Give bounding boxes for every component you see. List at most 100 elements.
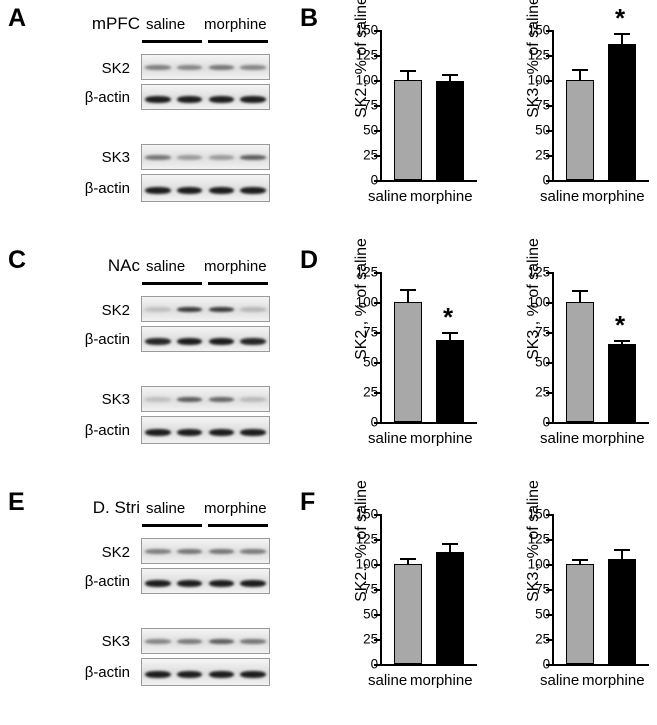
blot-band bbox=[176, 579, 203, 587]
x-axis-category-morphine: morphine bbox=[410, 188, 473, 205]
blot-band bbox=[176, 549, 203, 555]
y-axis-tick-label: 50 bbox=[363, 122, 379, 138]
blot-lane bbox=[174, 659, 206, 685]
blot-lane bbox=[206, 539, 238, 563]
y-axis-tick bbox=[374, 155, 380, 157]
y-axis-tick bbox=[546, 422, 552, 424]
error-bar bbox=[621, 341, 623, 344]
region-title-dorsal-striatum: D. Stri bbox=[92, 498, 140, 517]
blot-lane bbox=[174, 327, 206, 351]
blot-lane bbox=[174, 297, 206, 321]
bar-saline bbox=[394, 564, 422, 664]
y-axis-tick-label: 75 bbox=[535, 581, 551, 597]
panel-letter-c: C bbox=[8, 246, 27, 274]
y-axis-tick-label: 100 bbox=[355, 72, 379, 88]
blot-image-sk2 bbox=[141, 296, 270, 322]
y-axis-tick-label: 75 bbox=[363, 97, 379, 113]
blot-lane bbox=[174, 539, 206, 563]
blot-lane bbox=[174, 85, 206, 109]
y-axis-tick-label: 125 bbox=[355, 47, 379, 63]
y-axis-tick bbox=[546, 272, 552, 274]
blot-lane bbox=[237, 659, 269, 685]
blot-row-label-sk3: SK3 bbox=[101, 391, 130, 408]
condition-rule-morphine bbox=[208, 524, 268, 527]
blot-lane bbox=[142, 85, 174, 109]
y-axis-tick-label: 0 bbox=[542, 414, 551, 430]
x-axis bbox=[552, 664, 649, 666]
blot-band bbox=[208, 639, 235, 645]
blot-row-label-sk2: SK2 bbox=[101, 302, 130, 319]
y-axis-tick bbox=[374, 80, 380, 82]
y-axis-tick-label: 125 bbox=[527, 264, 551, 280]
blot-image-sk3 bbox=[141, 628, 270, 654]
error-bar-cap bbox=[442, 543, 458, 545]
y-axis-tick-label: 150 bbox=[527, 506, 551, 522]
significance-marker: * bbox=[443, 302, 454, 333]
y-axis-tick bbox=[546, 30, 552, 32]
blot-lane bbox=[206, 417, 238, 443]
chart-b-sk3: SK3., % of saline 0 25 50 75 100 125 150 saline m… bbox=[490, 0, 655, 232]
blot-row-label-actin-2: β-actin bbox=[84, 664, 130, 681]
y-axis-tick bbox=[546, 155, 552, 157]
error-bar-cap bbox=[400, 289, 416, 292]
blot-band bbox=[145, 428, 171, 436]
y-axis-tick bbox=[374, 332, 380, 334]
plot-area: 0 25 50 75 100 125 150 saline morphine * bbox=[528, 5, 649, 205]
blot-lane bbox=[174, 55, 206, 79]
chart-block-f: F SK2., % of saline 0 25 50 75 100 125 150 salin… bbox=[300, 480, 657, 725]
blot-lane bbox=[206, 175, 238, 201]
error-bar-cap bbox=[614, 339, 630, 342]
blot-band bbox=[208, 307, 235, 313]
error-bar bbox=[449, 334, 451, 341]
bar-morphine bbox=[608, 559, 636, 664]
blot-row-label-actin-2: β-actin bbox=[84, 180, 130, 197]
blot-band bbox=[208, 397, 235, 403]
bar-saline bbox=[566, 80, 594, 180]
error-bar-cap bbox=[400, 70, 416, 72]
y-axis-tick-label: 25 bbox=[535, 147, 551, 163]
error-bar bbox=[449, 76, 451, 81]
panel-letter-e: E bbox=[8, 488, 25, 516]
error-bar-cap bbox=[614, 549, 630, 551]
blot-block-nac: NAc saline morphine SK2 β-actin SK3 β-ac… bbox=[0, 242, 300, 483]
y-axis-tick bbox=[546, 302, 552, 304]
y-axis-tick-label: 0 bbox=[370, 656, 379, 672]
y-axis-tick-label: 100 bbox=[355, 294, 379, 310]
error-bar bbox=[579, 561, 581, 564]
y-axis-tick bbox=[374, 30, 380, 32]
blot-lane bbox=[174, 145, 206, 169]
y-axis-tick bbox=[374, 105, 380, 107]
y-axis-tick-label: 0 bbox=[370, 414, 379, 430]
y-axis-tick bbox=[374, 302, 380, 304]
y-axis-tick-label: 50 bbox=[363, 354, 379, 370]
y-axis bbox=[380, 514, 382, 664]
blot-band bbox=[208, 337, 235, 345]
y-axis bbox=[552, 272, 554, 422]
y-axis bbox=[380, 30, 382, 180]
x-axis-category-morphine: morphine bbox=[582, 430, 645, 447]
panel-letter-f: F bbox=[300, 488, 316, 516]
y-axis-tick-label: 150 bbox=[355, 506, 379, 522]
y-axis bbox=[552, 514, 554, 664]
y-axis-tick bbox=[546, 392, 552, 394]
region-title-nac: NAc bbox=[107, 256, 140, 275]
bar-saline bbox=[566, 564, 594, 664]
blot-band bbox=[145, 549, 171, 555]
blot-image-actin-1 bbox=[141, 84, 270, 110]
condition-rule-saline bbox=[142, 282, 202, 285]
blot-block-dorsal-striatum: D. Stri saline morphine SK2 β-actin SK3 … bbox=[0, 484, 300, 725]
error-bar-cap bbox=[572, 69, 588, 71]
y-axis-tick bbox=[374, 272, 380, 274]
blot-lane bbox=[206, 55, 238, 79]
condition-label-saline: saline bbox=[146, 258, 186, 275]
bar-saline bbox=[394, 80, 422, 180]
y-axis-tick bbox=[546, 332, 552, 334]
error-bar bbox=[407, 291, 409, 302]
error-bar bbox=[407, 560, 409, 564]
blot-lane bbox=[174, 629, 206, 653]
y-axis-tick bbox=[546, 589, 552, 591]
y-axis-tick-label: 50 bbox=[535, 122, 551, 138]
blot-band bbox=[145, 65, 171, 71]
blot-lane bbox=[142, 659, 174, 685]
blot-band bbox=[145, 397, 171, 403]
